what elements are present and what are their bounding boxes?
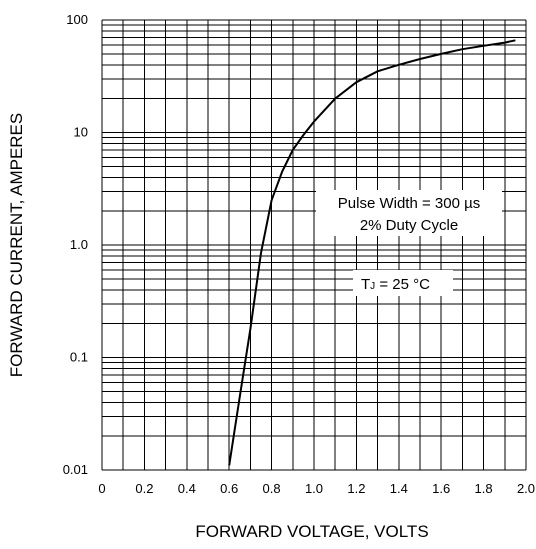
x-tick-label: 1.4 [390,481,408,496]
x-tick-label: 0 [98,481,105,496]
x-tick-label: 0.2 [135,481,153,496]
y-tick-label: 1.0 [70,237,88,252]
junction-temp-symbol: T [361,276,370,293]
series-line [229,40,515,465]
x-tick-label: 1.8 [475,481,493,496]
y-tick-label: 10 [74,125,88,140]
y-axis-title: FORWARD CURRENT, AMPERES [7,113,26,377]
y-tick-labels: 0.01 0.1 1.0 10 100 [63,12,88,477]
x-tick-label: 1.0 [305,481,323,496]
series-curves [229,40,515,465]
duty-cycle-note: 2% Duty Cycle [360,217,458,234]
x-tick-label: 1.2 [347,481,365,496]
pulse-width-note: Pulse Width = 300 µs [338,195,480,212]
x-tick-label: 0.4 [178,481,196,496]
x-axis-title: FORWARD VOLTAGE, VOLTS [195,522,428,541]
y-tick-label: 0.1 [70,350,88,365]
x-tick-label: 1.6 [432,481,450,496]
junction-temp-value: = 25 °C [375,276,430,293]
x-tick-label: 2.0 [517,481,535,496]
grid [102,20,526,470]
x-tick-labels: 0 0.2 0.4 0.6 0.8 1.0 1.2 1.4 1.6 1.8 2.0 [98,481,535,496]
x-tick-label: 0.8 [263,481,281,496]
x-tick-label: 0.6 [220,481,238,496]
y-tick-label: 100 [66,12,88,27]
y-tick-label: 0.01 [63,462,88,477]
